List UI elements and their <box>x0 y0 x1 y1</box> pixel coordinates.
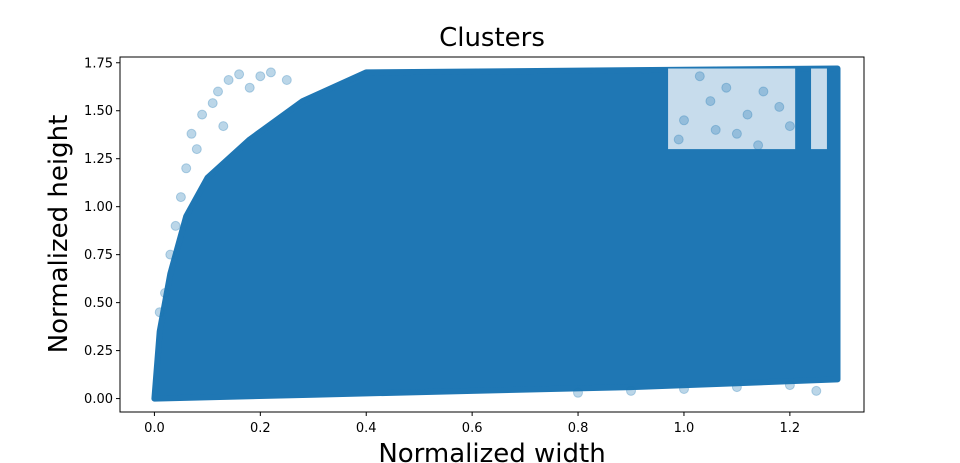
x-tick-label: 0.6 <box>462 421 483 436</box>
scatter-point <box>680 385 689 394</box>
scatter-point <box>732 129 741 138</box>
chart-title: Clusters <box>439 23 545 53</box>
y-tick-label: 0.50 <box>84 296 113 311</box>
y-tick-label: 1.25 <box>84 152 113 167</box>
scatter-point <box>627 386 636 395</box>
scatter-point <box>754 141 763 150</box>
scatter-point <box>775 102 784 111</box>
scatter-point <box>176 193 185 202</box>
scatter-point <box>706 97 715 106</box>
data-layer <box>154 68 837 399</box>
scatter-point <box>674 135 683 144</box>
y-tick-label: 1.00 <box>84 200 113 215</box>
scatter-point <box>198 110 207 119</box>
x-tick-label: 0.8 <box>568 421 589 436</box>
scatter-point <box>187 129 196 138</box>
scatter-point <box>722 83 731 92</box>
y-axis-label: Normalized height <box>44 115 74 354</box>
y-tick-label: 0.75 <box>84 248 113 263</box>
scatter-point <box>785 381 794 390</box>
scatter-point <box>711 125 720 134</box>
scatter-point <box>166 250 175 259</box>
scatter-point <box>161 289 170 298</box>
scatter-point <box>732 383 741 392</box>
scatter-point <box>695 72 704 81</box>
scatter-point <box>235 70 244 79</box>
scatter-point <box>282 76 291 85</box>
scatter-point <box>208 99 217 108</box>
scatter-point <box>812 386 821 395</box>
scatter-point <box>680 116 689 125</box>
scatter-point <box>245 83 254 92</box>
y-axis-ticks: 0.00 0.25 0.50 0.75 1.00 1.25 1.50 1.75 <box>84 56 120 407</box>
x-tick-label: 1.2 <box>780 421 801 436</box>
scatter-point <box>171 221 180 230</box>
scatter-point <box>743 110 752 119</box>
scatter-point <box>214 87 223 96</box>
scatter-point <box>182 164 191 173</box>
y-tick-label: 0.00 <box>84 392 113 407</box>
scatter-point <box>266 68 275 77</box>
scatter-point <box>219 122 228 131</box>
x-tick-label: 0.0 <box>144 421 165 436</box>
y-tick-label: 1.50 <box>84 104 113 119</box>
x-tick-label: 1.0 <box>674 421 695 436</box>
y-tick-label: 0.25 <box>84 344 113 359</box>
x-axis-ticks: 0.0 0.2 0.4 0.6 0.8 1.0 1.2 <box>144 412 800 436</box>
scatter-point <box>759 87 768 96</box>
scatter-point <box>256 72 265 81</box>
scatter-point <box>155 308 164 317</box>
y-tick-label: 1.75 <box>84 56 113 71</box>
scatter-point <box>785 122 794 131</box>
x-axis-label: Normalized width <box>378 439 605 463</box>
x-tick-label: 0.4 <box>356 421 377 436</box>
sparse-region-2 <box>811 69 827 150</box>
x-tick-label: 0.2 <box>250 421 271 436</box>
scatter-point <box>192 145 201 154</box>
scatter-point <box>574 388 583 397</box>
scatter-point <box>224 76 233 85</box>
